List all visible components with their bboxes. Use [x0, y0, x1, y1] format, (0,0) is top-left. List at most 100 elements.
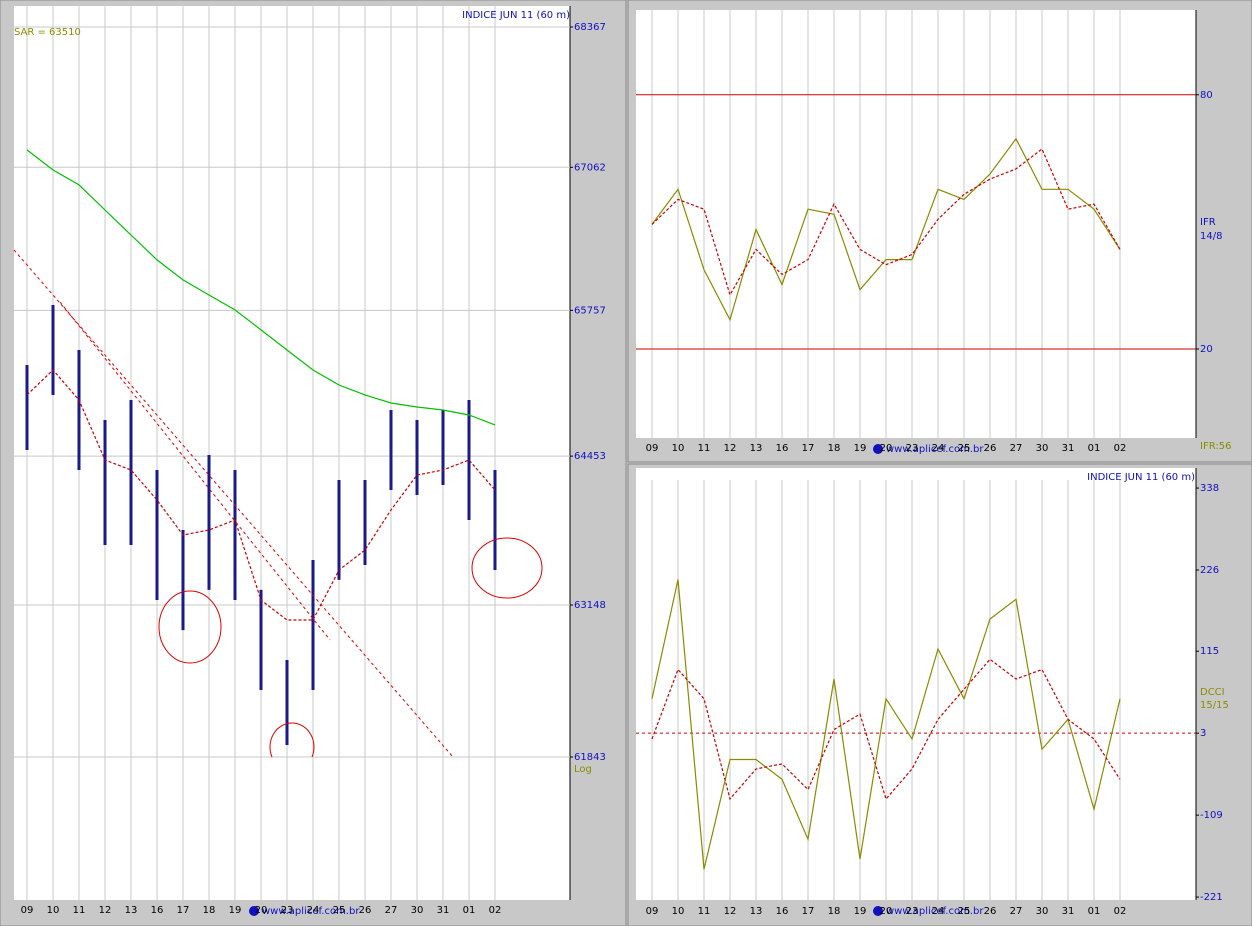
x-tick-label: 10 — [672, 906, 685, 917]
indicator-line — [651, 148, 1121, 297]
x-tick-label: 10 — [47, 905, 60, 916]
x-tick-label: 16 — [776, 443, 789, 454]
watermark-logo — [249, 906, 259, 916]
x-tick-label: 11 — [698, 906, 711, 917]
watermarks: www.aplicef.com.br www.aplicef.com.br ww… — [249, 444, 984, 917]
x-tick-label: 09 — [646, 906, 659, 917]
chart-title: INDICE JUN 11 (60 m) — [462, 10, 570, 21]
indicator-label: IFR — [1200, 217, 1216, 228]
x-tick-label: 27 — [1010, 443, 1023, 454]
x-tick-label: 30 — [1036, 906, 1049, 917]
y-tick-label: 65757 — [574, 305, 606, 316]
indicator-line — [651, 658, 1121, 801]
x-tick-label: 01 — [463, 905, 476, 916]
top-right-plot-area — [636, 10, 1196, 438]
x-tick-label: 23 — [906, 906, 919, 917]
x-tick-label: 23 — [281, 905, 294, 916]
last-value-label: IFR:56 — [1200, 441, 1231, 452]
y-tick-label: 64453 — [574, 451, 606, 462]
x-tick-label: 23 — [906, 443, 919, 454]
x-tick-label: 12 — [724, 443, 737, 454]
y-tick-label: 63148 — [574, 600, 606, 611]
y-tick-label: 20 — [1200, 344, 1213, 355]
y-tick-label: 67062 — [574, 162, 606, 173]
x-tick-label: 30 — [411, 905, 424, 916]
x-tick-label: 13 — [125, 905, 138, 916]
indicator-line — [651, 579, 1121, 870]
annotation-circle — [471, 537, 543, 599]
y-tick-label: 3 — [1200, 728, 1206, 739]
x-tick-label: 20 — [880, 443, 893, 454]
x-tick-label: 09 — [646, 443, 659, 454]
y-tick-label: 61843 — [574, 752, 606, 763]
x-tick-label: 26 — [984, 443, 997, 454]
bottom-right-plot-area — [636, 468, 1196, 900]
x-tick-label: 09 — [21, 905, 34, 916]
x-tick-label: 16 — [151, 905, 164, 916]
x-tick-label: 12 — [724, 906, 737, 917]
x-tick-label: 17 — [802, 443, 815, 454]
x-tick-label: 02 — [1114, 443, 1127, 454]
trend-line — [59, 301, 331, 641]
x-tick-label: 25 — [333, 905, 346, 916]
y-tick-label: -109 — [1200, 810, 1223, 821]
x-tick-label: 19 — [229, 905, 242, 916]
x-tick-label: 10 — [672, 443, 685, 454]
x-tick-label: 18 — [828, 906, 841, 917]
x-tick-label: 19 — [854, 443, 867, 454]
x-tick-label: 17 — [177, 905, 190, 916]
x-tick-label: 24 — [932, 443, 945, 454]
watermark: www.aplicef.com.br — [262, 906, 360, 917]
watermark-logo — [873, 444, 883, 454]
x-tick-label: 02 — [489, 905, 502, 916]
watermark-logo — [873, 906, 883, 916]
trend-line — [13, 249, 454, 758]
x-tick-label: 31 — [437, 905, 450, 916]
x-tick-label: 26 — [984, 906, 997, 917]
x-tick-label: 20 — [255, 905, 268, 916]
sar-annotation: SAR = 63510 — [14, 27, 81, 38]
x-tick-label: 16 — [776, 906, 789, 917]
left-plot-area — [14, 6, 570, 900]
y-tick-label: 68367 — [574, 22, 606, 33]
x-tick-label: 24 — [307, 905, 320, 916]
x-tick-label: 27 — [385, 905, 398, 916]
indicator-line — [651, 137, 1121, 322]
x-tick-label: 11 — [73, 905, 86, 916]
indicator-line — [26, 149, 496, 426]
watermark: www.aplicef.com.br — [886, 906, 984, 917]
x-tick-label: 01 — [1088, 906, 1101, 917]
x-tick-label: 19 — [854, 906, 867, 917]
indicator-params: 14/8 — [1200, 231, 1222, 242]
chart-title: INDICE JUN 11 (60 m) — [1087, 472, 1195, 483]
x-tick-label: 13 — [750, 906, 763, 917]
x-tick-label: 25 — [958, 906, 971, 917]
marks-layer — [25, 137, 1121, 870]
x-tick-label: 25 — [958, 443, 971, 454]
x-tick-label: 18 — [828, 443, 841, 454]
indicator-label: DCCI — [1200, 687, 1225, 698]
x-tick-label: 27 — [1010, 906, 1023, 917]
x-tick-label: 18 — [203, 905, 216, 916]
x-tick-label: 13 — [750, 443, 763, 454]
x-tick-label: 20 — [880, 906, 893, 917]
y-tick-label: 338 — [1200, 483, 1219, 494]
y-axis-label: Log — [574, 764, 592, 775]
x-tick-label: 12 — [99, 905, 112, 916]
y-tick-label: -221 — [1200, 892, 1223, 903]
x-tick-label: 01 — [1088, 443, 1101, 454]
indicator-params: 15/15 — [1200, 700, 1229, 711]
x-tick-label: 30 — [1036, 443, 1049, 454]
annotation-drawings — [13, 249, 543, 758]
x-tick-label: 24 — [932, 906, 945, 917]
watermark: www.aplicef.com.br — [886, 444, 984, 455]
y-tick-label: 80 — [1200, 90, 1213, 101]
y-tick-label: 226 — [1200, 565, 1219, 576]
annotation-circle — [158, 590, 222, 664]
x-tick-label: 17 — [802, 906, 815, 917]
x-tick-label: 26 — [359, 905, 372, 916]
grid-layer — [14, 6, 1196, 900]
x-tick-label: 02 — [1114, 906, 1127, 917]
